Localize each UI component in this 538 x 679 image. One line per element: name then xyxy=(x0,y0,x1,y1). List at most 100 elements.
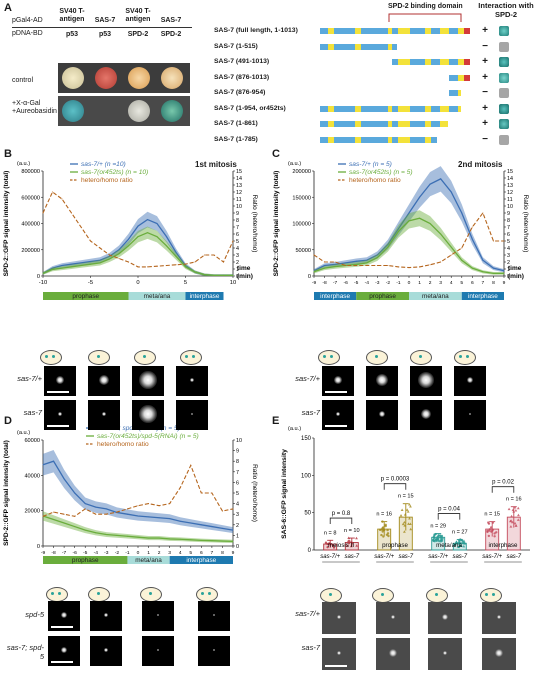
data-point xyxy=(492,240,494,242)
x-tick-label: 9 xyxy=(232,550,235,556)
x-tick-label: 8 xyxy=(492,280,495,286)
b-row-label-1: sas-7/+ xyxy=(17,374,42,383)
data-point xyxy=(166,265,167,266)
data-point xyxy=(516,506,520,510)
data-point xyxy=(137,536,139,538)
y2-tick-label: 13 xyxy=(507,183,513,189)
construct-segment xyxy=(431,105,440,112)
group-label: meta/ana xyxy=(436,542,462,549)
x-tick-label: -10 xyxy=(39,280,47,286)
y2-tick-label: 0 xyxy=(507,274,510,280)
x-tick-label: -1 xyxy=(125,550,130,556)
phase-label: interphase xyxy=(186,557,216,564)
x-tick-label: -5 xyxy=(88,280,93,286)
phase-block xyxy=(43,556,128,564)
centrosome-signal xyxy=(442,614,448,620)
data-point xyxy=(376,254,378,256)
centrosome-signal xyxy=(337,651,341,655)
centrosome-signal xyxy=(379,411,385,417)
x-tick-label: 7 xyxy=(482,280,485,286)
data-point xyxy=(440,539,444,542)
y2-tick-label: 11 xyxy=(507,197,513,203)
y-tick-label: 0 xyxy=(37,274,40,280)
colony-selection-4 xyxy=(161,100,183,122)
centrosome-dot xyxy=(208,592,211,595)
data-point xyxy=(109,254,110,256)
centrosome-signal xyxy=(104,648,108,652)
data-point xyxy=(458,538,462,541)
y2-tick-label: 3 xyxy=(507,253,510,259)
y2-tick-label: 0 xyxy=(236,274,239,280)
data-point xyxy=(471,226,473,228)
micrograph xyxy=(44,366,76,396)
construct-segment xyxy=(449,90,458,96)
significance-bracket xyxy=(437,513,461,520)
data-point xyxy=(211,492,213,494)
data-point xyxy=(137,236,139,238)
centrosome-dot xyxy=(97,355,100,358)
data-point xyxy=(118,253,120,255)
data-point xyxy=(90,261,91,263)
scale-bar xyxy=(51,661,73,663)
x-tick-label: 0 xyxy=(136,280,139,286)
data-point xyxy=(313,270,315,272)
construct-segment xyxy=(449,105,458,112)
data-point xyxy=(347,536,351,540)
construct-segment xyxy=(387,43,392,50)
data-point xyxy=(397,228,399,230)
construct-segment xyxy=(431,136,437,143)
data-point xyxy=(491,528,494,532)
centrosome-signal xyxy=(418,372,434,388)
construct-segment xyxy=(398,136,410,143)
data-point xyxy=(200,492,202,494)
y2-tick-label: 6 xyxy=(236,480,239,486)
centrosome-dot xyxy=(149,592,152,595)
construct-segment xyxy=(464,28,470,34)
n-label: n = 27 xyxy=(452,530,468,536)
panel-e-letter: E xyxy=(272,415,280,427)
data-point xyxy=(95,513,97,515)
data-point xyxy=(156,236,158,238)
x-tick-label: 7 xyxy=(211,550,214,556)
centrosome-signal xyxy=(376,374,388,386)
e-row-label-2: sas-7 xyxy=(301,643,320,652)
y2-tick-label: 12 xyxy=(507,190,513,196)
ad-col-1: SV40 T-antigen xyxy=(59,8,85,23)
construct-segment xyxy=(458,74,464,81)
centrosome-signal xyxy=(61,612,67,618)
x-tick-label: -8 xyxy=(51,550,56,556)
data-point xyxy=(204,274,205,276)
micrograph xyxy=(142,636,174,666)
centrosome-signal xyxy=(495,649,503,657)
construct-segment xyxy=(387,105,392,112)
centrosome-dot xyxy=(52,355,55,358)
data-point xyxy=(440,178,442,180)
x-axis-label: time xyxy=(237,265,251,272)
centrosome-signal xyxy=(213,614,215,616)
interaction-result: + xyxy=(482,56,488,67)
data-point xyxy=(137,515,139,517)
data-point xyxy=(221,510,223,512)
p-value-label: p = 0.04 xyxy=(438,507,461,513)
data-point xyxy=(366,262,368,264)
centrosome-dot xyxy=(201,592,204,595)
data-point xyxy=(438,534,441,537)
data-point xyxy=(80,226,82,228)
data-point xyxy=(95,506,97,508)
bd-row-label: pDNA-BD xyxy=(12,30,43,37)
centrosome-signal xyxy=(190,378,194,382)
centrosome-signal xyxy=(334,376,342,384)
construct-segment xyxy=(320,105,328,112)
phase-block xyxy=(409,292,462,300)
data-point xyxy=(105,513,107,515)
x-tick-label: 0 xyxy=(408,280,411,286)
micrograph xyxy=(482,638,516,670)
data-point xyxy=(63,478,65,480)
centrosome-signal xyxy=(157,614,159,616)
y-axis-label: SAS-6::GFP signal intensity xyxy=(281,449,288,539)
y2-tick-label: 7 xyxy=(236,225,239,231)
construct-segment xyxy=(458,105,461,112)
data-point xyxy=(313,254,315,256)
construct-segment xyxy=(440,121,448,127)
construct-segment xyxy=(440,28,449,34)
